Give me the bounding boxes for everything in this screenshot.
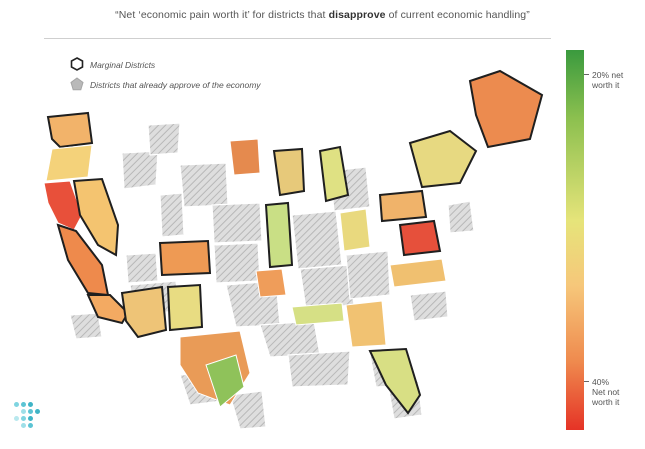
district-regions-layer — [43, 69, 544, 415]
approve-district-4 — [211, 202, 263, 244]
district-region-fl — [368, 347, 422, 415]
title-divider — [44, 38, 551, 39]
approve-district-18 — [409, 290, 449, 322]
color-scale-bottom-label: 40% Net not worth it — [592, 377, 620, 407]
approve-district-11 — [287, 350, 351, 388]
color-scale-bar — [566, 50, 584, 430]
hexagon-outline-icon — [70, 57, 84, 71]
approve-district-17 — [125, 252, 159, 284]
district-region-ny — [408, 129, 478, 189]
approve-district-20 — [69, 312, 103, 340]
legend: Marginal Districts Districts that alread… — [70, 55, 261, 95]
color-scale-top-label: 20% net worth it — [592, 70, 624, 90]
district-region-co — [158, 239, 212, 277]
legend-approve-label: Districts that already approve of the ec… — [90, 80, 261, 90]
district-region-oh — [339, 208, 371, 252]
district-region-az — [120, 285, 168, 339]
district-region-ga — [345, 300, 387, 348]
legend-marginal-label: Marginal Districts — [90, 60, 156, 70]
district-region-ne-us — [468, 69, 544, 149]
approve-district-14 — [229, 390, 267, 430]
district-region-mn — [229, 138, 261, 176]
title-prefix: “Net ‘economic pain worth it’ for distri… — [115, 9, 329, 21]
district-region-mi — [318, 145, 350, 203]
approve-district-8 — [291, 210, 343, 270]
district-region-il — [264, 201, 294, 269]
legend-approve: Districts that already approve of the ec… — [70, 75, 261, 95]
district-region-pa — [378, 189, 428, 223]
approve-district-2 — [147, 122, 181, 156]
district-region-va — [398, 219, 442, 257]
district-region-tx-s — [205, 354, 245, 408]
approve-district-7 — [259, 320, 321, 358]
color-scale-tick-top — [584, 74, 589, 75]
district-region-nv — [72, 177, 120, 257]
approve-district-22 — [447, 200, 475, 234]
legend-marginal: Marginal Districts — [70, 55, 261, 75]
title-suffix: of current economic handling” — [385, 9, 530, 21]
pentagon-gray-icon — [70, 77, 84, 91]
district-region-or — [45, 144, 93, 182]
title-emphasis: disapprove — [328, 9, 386, 21]
color-scale-tick-bottom — [584, 381, 589, 382]
approve-district-9 — [299, 264, 355, 310]
approve-district-3 — [179, 162, 229, 208]
district-region-nc — [389, 258, 447, 288]
district-region-wi — [272, 147, 306, 197]
approve-district-1 — [121, 150, 159, 190]
district-region-nm — [166, 283, 204, 332]
district-region-mo — [255, 268, 287, 298]
approve-district-5 — [213, 242, 261, 284]
district-region-tn — [291, 302, 345, 326]
approve-district-10 — [345, 250, 391, 300]
approve-district-21 — [159, 192, 185, 238]
district-region-wa — [46, 111, 94, 149]
us-district-map — [43, 69, 544, 430]
chart-title: “Net ‘economic pain worth it’ for distri… — [0, 9, 645, 21]
